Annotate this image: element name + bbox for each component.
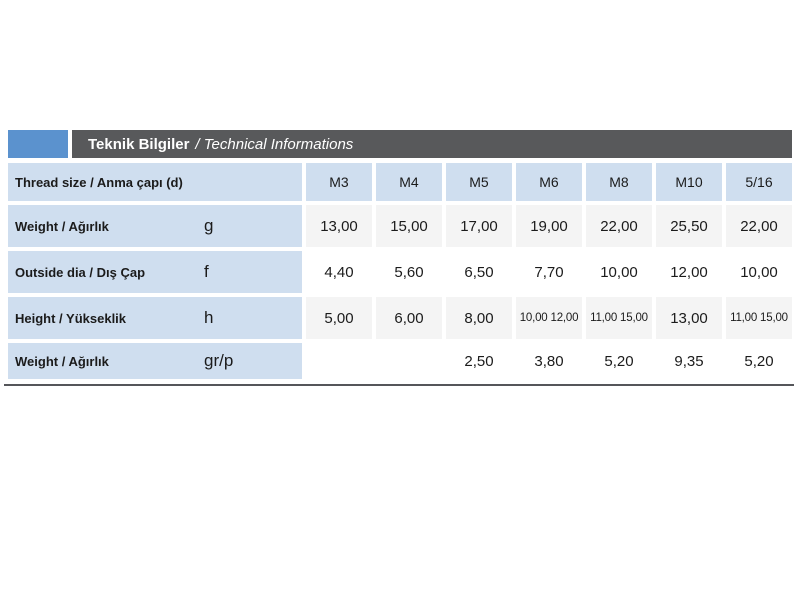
spec-table: Thread size / Anma çapı (d) M3 M4 M5 M6 M8 M10…	[8, 163, 792, 379]
table-cell: 10,00 12,00	[516, 297, 582, 339]
bottom-rule	[4, 384, 794, 386]
table-cell: 11,00 15,00	[726, 297, 792, 339]
column-header-m4: M4	[376, 163, 442, 201]
table-cell: 5,00	[306, 297, 372, 339]
column-header-m8: M8	[586, 163, 652, 201]
table-cell: 10,00	[726, 251, 792, 293]
table-cell: 10,00	[586, 251, 652, 293]
table-cell: 15,00	[376, 205, 442, 247]
row-label: Outside dia / Dış Çap f	[8, 251, 302, 293]
table-cell: 17,00	[446, 205, 512, 247]
row-label: Weight / Ağırlık g	[8, 205, 302, 247]
title-bar: Teknik Bilgiler / Technical Informations	[8, 130, 792, 158]
row-label-text: Weight / Ağırlık	[15, 218, 109, 234]
table-cell: 12,00	[656, 251, 722, 293]
title-text-bar: Teknik Bilgiler / Technical Informations	[72, 130, 792, 158]
spec-table-section: Teknik Bilgiler / Technical Informations…	[4, 130, 794, 386]
table-cell: 19,00	[516, 205, 582, 247]
table-cell: 7,70	[516, 251, 582, 293]
table-cell	[306, 343, 372, 379]
accent-block	[8, 130, 68, 158]
row-label-text: Height / Yükseklik	[15, 310, 127, 326]
table-cell: 13,00	[306, 205, 372, 247]
title-english: / Technical Informations	[195, 135, 354, 153]
title-turkish: Teknik Bilgiler	[88, 135, 190, 153]
table-cell: 9,35	[656, 343, 722, 379]
table-cell: 6,50	[446, 251, 512, 293]
table-cell: 2,50	[446, 343, 512, 379]
row-label-text: Outside dia / Dış Çap	[15, 264, 146, 280]
dimension-symbol: gr/p	[204, 351, 234, 370]
table-cell	[376, 343, 442, 379]
row-label-text: Weight / Ağırlık	[15, 353, 109, 369]
dimension-symbol: h	[204, 308, 214, 327]
column-header-m6: M6	[516, 163, 582, 201]
table-cell: 6,00	[376, 297, 442, 339]
row-label: Height / Yükseklik h	[8, 297, 302, 339]
table-cell: 5,60	[376, 251, 442, 293]
table-header-label: Thread size / Anma çapı (d)	[8, 163, 302, 201]
table-cell: 11,00 15,00	[586, 297, 652, 339]
column-header-5-16: 5/16	[726, 163, 792, 201]
table-cell: 5,20	[586, 343, 652, 379]
table-cell: 13,00	[656, 297, 722, 339]
dimension-symbol: g	[204, 216, 214, 235]
table-cell: 22,00	[726, 205, 792, 247]
column-header-m10: M10	[656, 163, 722, 201]
column-header-m3: M3	[306, 163, 372, 201]
column-header-m5: M5	[446, 163, 512, 201]
row-label: Weight / Ağırlık gr/p	[8, 343, 302, 379]
table-cell: 4,40	[306, 251, 372, 293]
table-cell: 3,80	[516, 343, 582, 379]
table-cell: 8,00	[446, 297, 512, 339]
table-cell: 22,00	[586, 205, 652, 247]
table-cell: 25,50	[656, 205, 722, 247]
dimension-symbol: f	[204, 262, 209, 281]
table-cell: 5,20	[726, 343, 792, 379]
